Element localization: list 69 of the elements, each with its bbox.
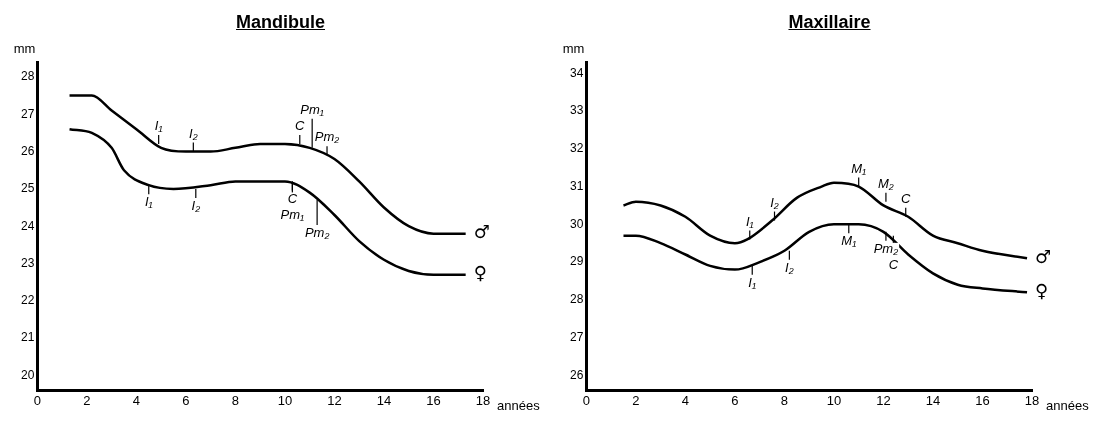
y-axis-title: mm bbox=[562, 41, 585, 57]
x-tick-label: 18 bbox=[475, 392, 491, 408]
y-tick-label: 23 bbox=[20, 255, 35, 270]
y-tick-label: 29 bbox=[569, 254, 584, 269]
x-tick-label: 4 bbox=[681, 392, 689, 408]
y-tick-label: 28 bbox=[20, 69, 35, 84]
y-tick-label: 30 bbox=[569, 216, 584, 231]
y-tick-label: 21 bbox=[20, 330, 35, 345]
y-tick-label: 27 bbox=[20, 106, 35, 121]
annotation: I₂ bbox=[770, 194, 779, 210]
x-tick-label: 2 bbox=[632, 392, 640, 408]
annotation: I₁ bbox=[748, 274, 757, 290]
annotation: I₁ bbox=[745, 213, 754, 229]
y-tick-label: 31 bbox=[569, 178, 584, 193]
annotation: C bbox=[295, 118, 306, 134]
chart-title: Mandibule bbox=[235, 11, 326, 34]
annotation: Pm₁ bbox=[300, 101, 324, 117]
y-tick-label: 28 bbox=[569, 292, 584, 307]
x-axis-title: années bbox=[497, 397, 541, 413]
y-tick-label: 26 bbox=[20, 143, 35, 158]
annotation: Pm₂ bbox=[314, 129, 340, 145]
annotation: M₁ bbox=[841, 233, 857, 249]
x-tick-label: 16 bbox=[426, 392, 441, 408]
x-tick-label: 0 bbox=[582, 392, 590, 408]
x-tick-label: 14 bbox=[376, 392, 392, 408]
x-tick-label: 10 bbox=[277, 392, 293, 408]
x-axis-title: années bbox=[1046, 397, 1090, 413]
annotation: I₁ bbox=[154, 118, 163, 134]
annotation: Pm₂ bbox=[304, 225, 330, 241]
annotation: Pm₁ bbox=[280, 206, 305, 222]
annotation: C bbox=[888, 256, 899, 272]
annotation: I₂ bbox=[191, 197, 201, 213]
y-tick-label: 32 bbox=[569, 141, 584, 156]
y-tick-label: 24 bbox=[20, 218, 35, 233]
annotation: I₂ bbox=[189, 125, 198, 141]
x-tick-label: 2 bbox=[83, 392, 91, 408]
x-tick-label: 4 bbox=[132, 392, 140, 408]
x-tick-label: 6 bbox=[182, 392, 190, 408]
x-tick-label: 10 bbox=[826, 392, 842, 408]
x-tick-label: 0 bbox=[33, 392, 41, 408]
annotation: C bbox=[901, 190, 912, 206]
x-tick-label: 8 bbox=[231, 392, 240, 408]
chart-title: Maxillaire bbox=[787, 11, 872, 34]
y-tick-label: 34 bbox=[569, 65, 584, 80]
x-tick-label: 12 bbox=[876, 392, 891, 408]
y-tick-label: 33 bbox=[569, 103, 584, 118]
annotation: C bbox=[287, 190, 298, 206]
y-tick-label: 20 bbox=[20, 367, 35, 382]
line-series bbox=[622, 181, 1029, 260]
series-label: ♀ bbox=[473, 262, 487, 284]
series-label: ♀ bbox=[1035, 279, 1049, 301]
annotation: Pm₂ bbox=[873, 240, 899, 256]
x-tick-label: 6 bbox=[731, 392, 739, 408]
annotation: M₁ bbox=[851, 160, 867, 176]
y-tick-label: 22 bbox=[20, 293, 35, 308]
x-tick-label: 12 bbox=[327, 392, 342, 408]
x-tick-label: 18 bbox=[1024, 392, 1040, 408]
y-tick-label: 25 bbox=[20, 181, 35, 196]
annotation: I₁ bbox=[144, 194, 153, 210]
annotation: I₂ bbox=[785, 259, 794, 275]
x-tick-label: 8 bbox=[780, 392, 789, 408]
y-tick-label: 26 bbox=[569, 367, 584, 382]
y-axis-title: mm bbox=[13, 41, 36, 57]
x-tick-label: 16 bbox=[975, 392, 990, 408]
y-tick-label: 27 bbox=[569, 329, 584, 344]
x-tick-label: 14 bbox=[925, 392, 941, 408]
annotation: M₂ bbox=[878, 175, 894, 191]
series-label: ♂ bbox=[1035, 245, 1052, 267]
series-label: ♂ bbox=[473, 221, 490, 243]
